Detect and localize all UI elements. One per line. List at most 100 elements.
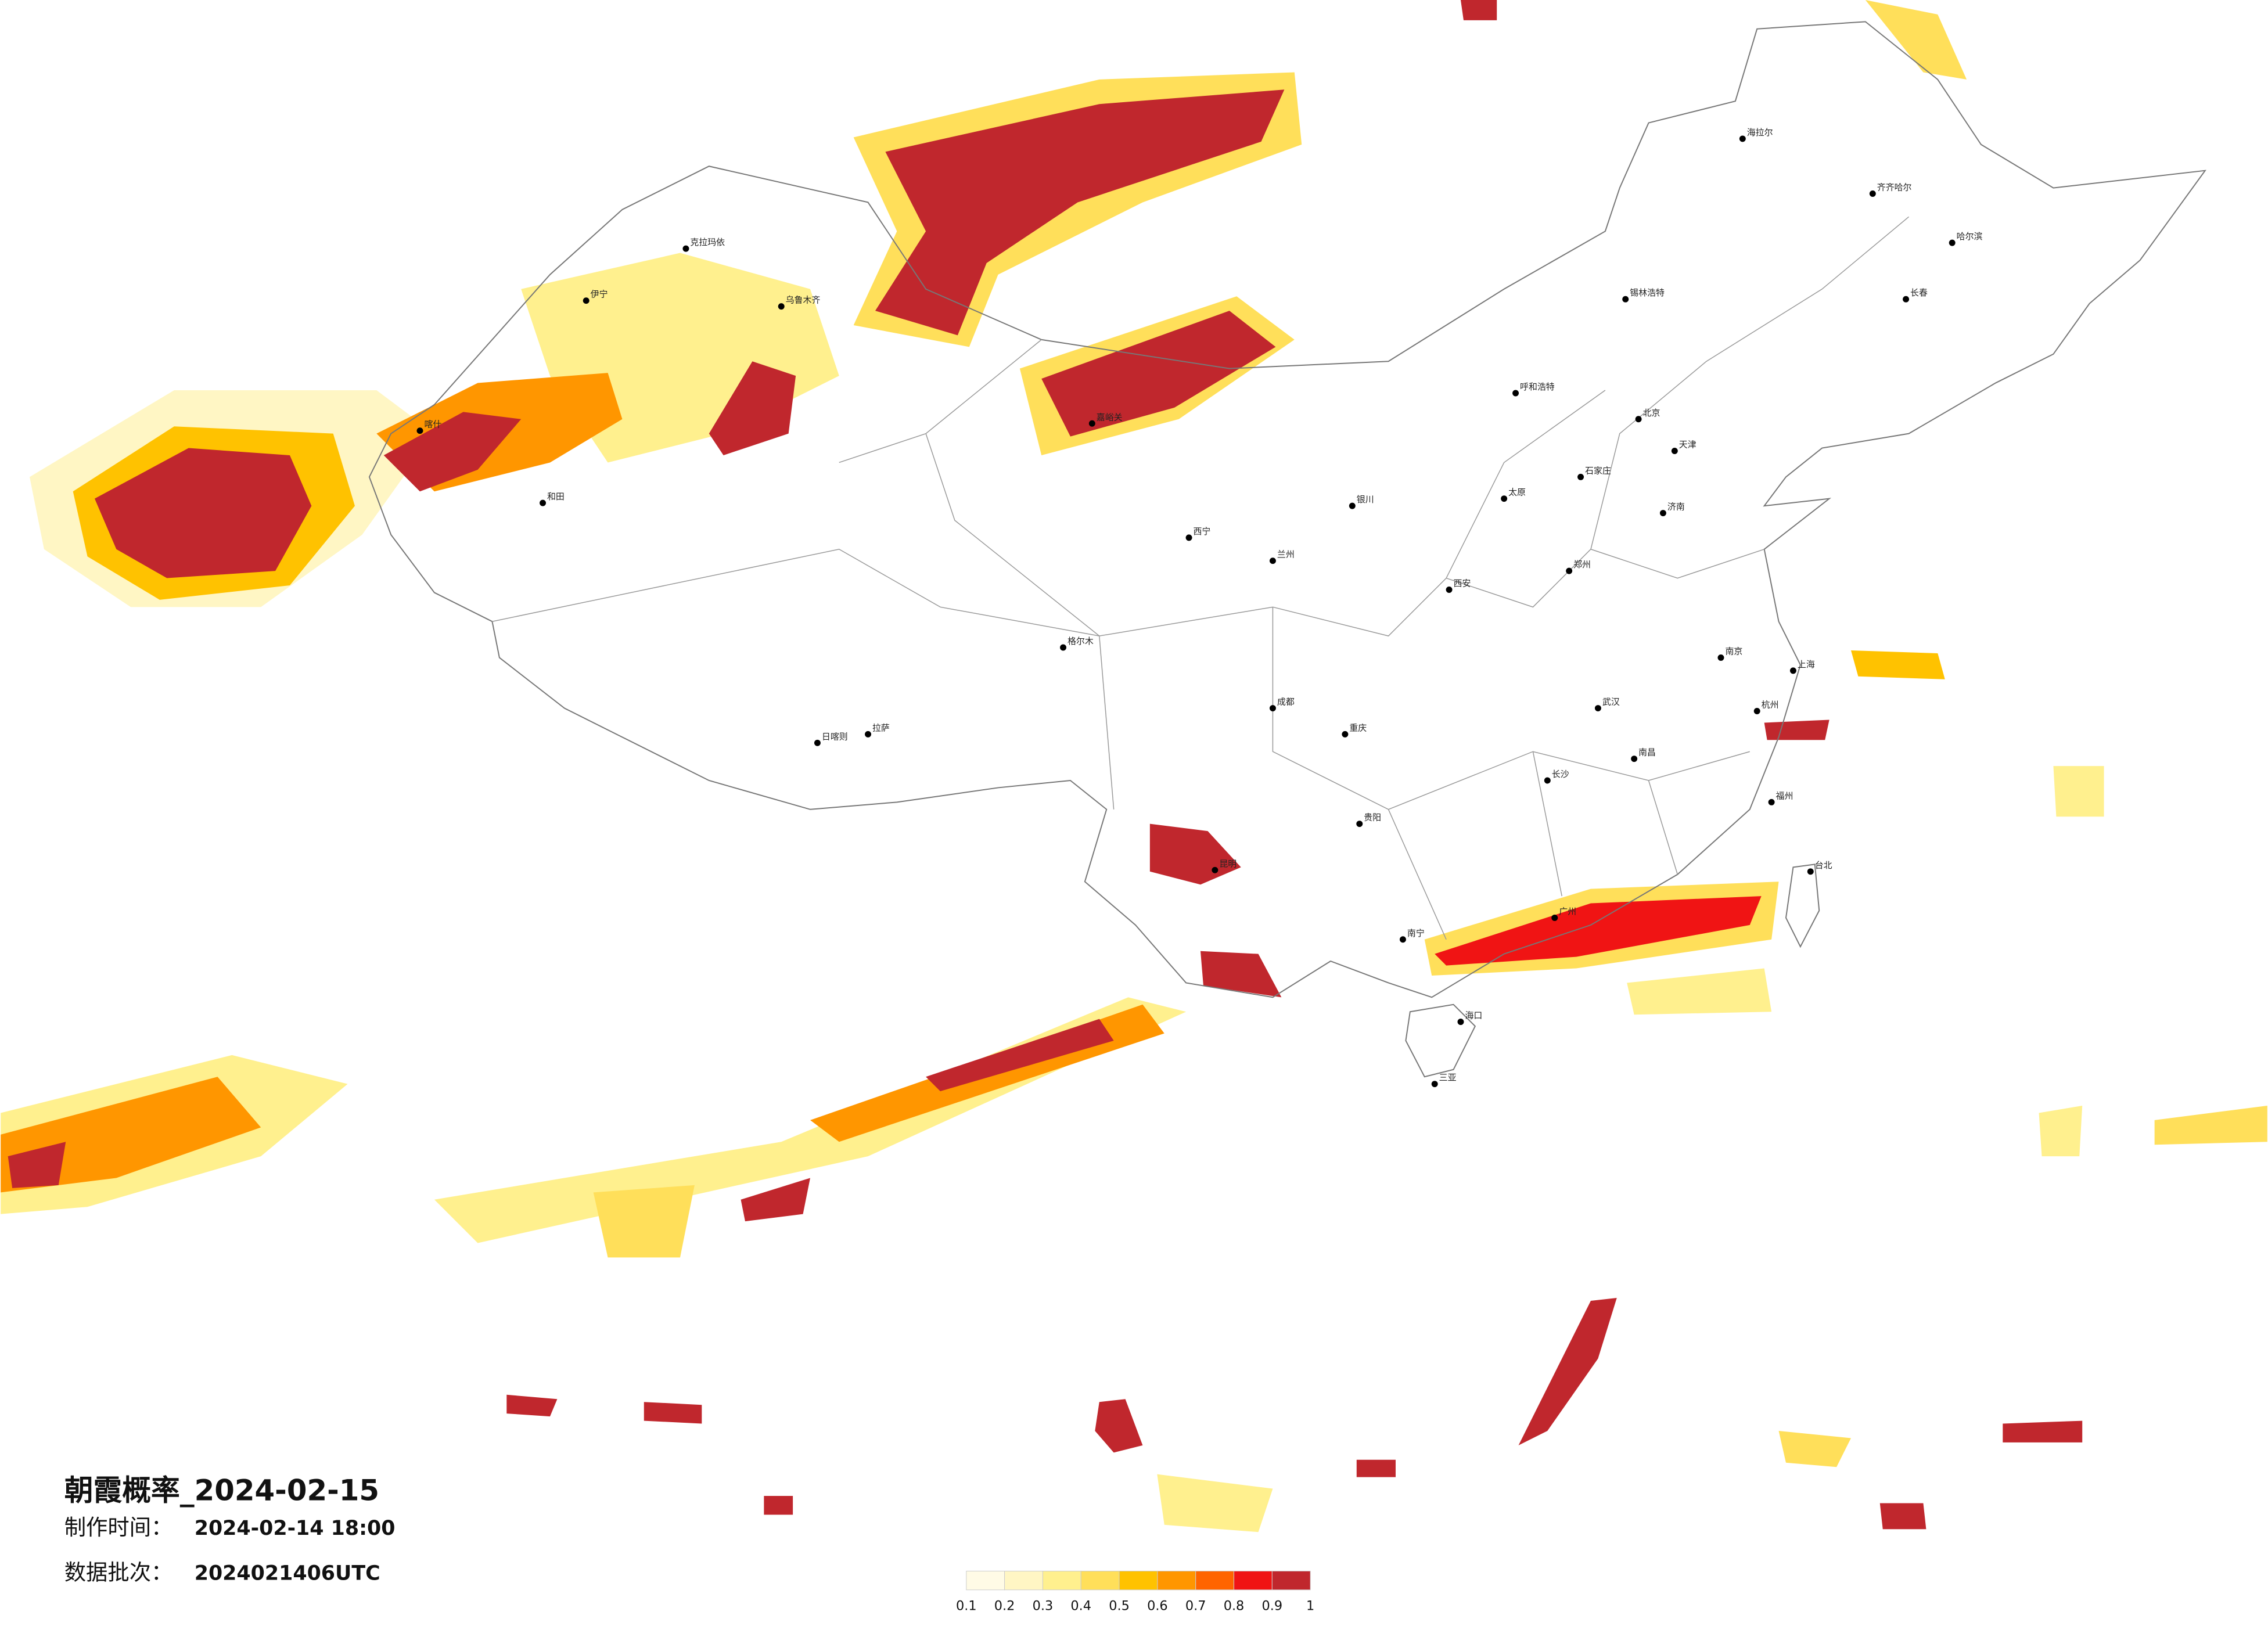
legend-swatch <box>966 1570 1005 1591</box>
city-label: 海口 <box>1465 1010 1482 1021</box>
field-area <box>1627 968 1772 1015</box>
city-label: 广州 <box>1559 906 1576 916</box>
field-area <box>383 412 522 492</box>
city-dot <box>1869 190 1876 197</box>
field-area <box>1850 650 1945 679</box>
city-dot <box>1501 495 1508 502</box>
city-dot <box>1551 914 1558 921</box>
city-label: 郑州 <box>1573 559 1591 570</box>
field-area <box>1778 1431 1851 1467</box>
city-dot <box>1739 135 1746 142</box>
field-area <box>1460 0 1497 20</box>
legend-tick-label: 0.9 <box>1262 1599 1283 1614</box>
city-dot <box>1789 667 1796 674</box>
city-label: 石家庄 <box>1585 465 1611 476</box>
city-label: 南昌 <box>1638 747 1656 758</box>
city-dot <box>1768 798 1775 805</box>
city-label: 南京 <box>1725 646 1742 656</box>
field-area <box>709 361 796 455</box>
city-dot <box>1356 821 1363 828</box>
city-label: 齐齐哈尔 <box>1877 182 1912 193</box>
legend-tick-label: 0.1 <box>956 1599 977 1614</box>
legend-swatch <box>1271 1570 1311 1591</box>
city-label: 成都 <box>1277 697 1295 707</box>
city-label: 日喀则 <box>822 731 848 742</box>
city-label: 杭州 <box>1762 700 1779 710</box>
city-label: 福州 <box>1776 790 1793 801</box>
city-dot <box>1903 296 1910 303</box>
city-dot <box>1594 705 1601 712</box>
legend-tick-label: 1 <box>1306 1599 1314 1614</box>
legend-tick-label: 0.2 <box>994 1599 1015 1614</box>
city-dot <box>1753 708 1760 715</box>
city-dot <box>416 427 423 434</box>
legend-swatch <box>1234 1570 1273 1591</box>
legend-swatch <box>1119 1570 1158 1591</box>
city-dot <box>1671 448 1678 455</box>
city-dot <box>1431 1081 1438 1088</box>
city-dot <box>1349 502 1356 509</box>
city-label: 和田 <box>547 491 565 502</box>
city-dot <box>1342 731 1349 738</box>
taiwan-border <box>1785 864 1820 948</box>
city-dot <box>1060 644 1067 651</box>
city-label: 拉萨 <box>872 722 890 733</box>
city-label: 武汉 <box>1602 697 1620 707</box>
field-area <box>506 1394 558 1417</box>
country-outline <box>368 21 2206 1078</box>
legend-swatch <box>1157 1570 1196 1591</box>
field-area <box>593 1185 695 1258</box>
city-dot <box>1635 416 1642 423</box>
field-area <box>94 448 312 578</box>
city-label: 兰州 <box>1277 549 1295 560</box>
city-dot <box>1659 510 1666 517</box>
field-area <box>1764 720 1830 740</box>
legend-swatch <box>1042 1570 1081 1591</box>
field-area <box>1157 1474 1273 1533</box>
field-area <box>1 1077 261 1193</box>
city-dot <box>1631 756 1638 762</box>
field-area <box>8 1142 66 1188</box>
city-label: 银川 <box>1357 494 1374 505</box>
city-dot <box>1185 534 1192 541</box>
city-label: 重庆 <box>1349 722 1367 733</box>
map-title: 朝霞概率_2024-02-15 <box>64 1473 379 1507</box>
field-area <box>2039 1106 2083 1157</box>
field-area <box>1095 1399 1143 1453</box>
city-label: 呼和浩特 <box>1520 382 1555 392</box>
city-label: 锡林浩特 <box>1630 287 1665 298</box>
city-label: 天津 <box>1679 440 1696 450</box>
city-dot <box>682 245 689 252</box>
city-label: 昆明 <box>1219 858 1237 869</box>
city-label: 西宁 <box>1194 526 1211 537</box>
city-label: 北京 <box>1643 408 1660 418</box>
city-dot <box>1566 567 1573 574</box>
city-dot <box>540 499 547 506</box>
legend: 0.1 0.2 0.3 0.4 0.5 0.6 0.7 0.8 0.9 1 <box>956 1570 1314 1614</box>
legend-tick-label: 0.5 <box>1109 1599 1130 1614</box>
city-label: 克拉玛依 <box>690 237 725 247</box>
city-label: 济南 <box>1667 502 1685 512</box>
city-label: 长春 <box>1910 287 1928 298</box>
legend-tick-label: 0.8 <box>1224 1599 1245 1614</box>
field-area <box>764 1496 793 1515</box>
field-area <box>926 1019 1114 1092</box>
city-dot <box>1717 654 1724 661</box>
city-dot <box>1269 705 1276 712</box>
city-label: 嘉峪关 <box>1097 412 1123 422</box>
info-value: 2024-02-14 18:00 <box>195 1517 396 1540</box>
probability-field <box>1 0 2267 1533</box>
field-area <box>2154 1106 2267 1145</box>
city-dot <box>1807 868 1814 875</box>
info-label: 数据批次： <box>64 1559 173 1585</box>
field-area <box>1200 951 1282 998</box>
city-label: 西安 <box>1454 578 1471 589</box>
field-area <box>875 89 1285 336</box>
city-dot <box>1577 473 1584 480</box>
city-label: 台北 <box>1815 860 1832 870</box>
legend-tick-label: 0.4 <box>1070 1599 1091 1614</box>
city-dot <box>583 297 590 304</box>
